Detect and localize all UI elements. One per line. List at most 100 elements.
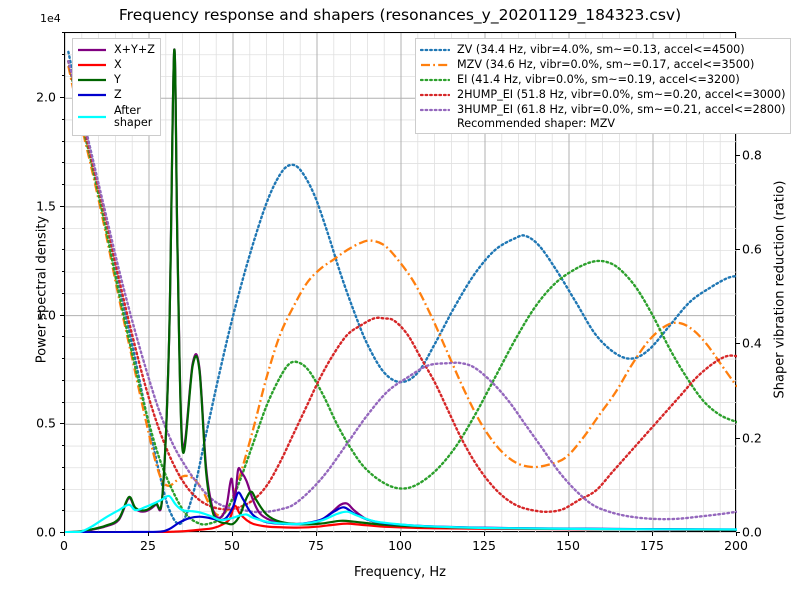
y-tick-mark-right (736, 248, 740, 250)
legend-line-swatch-icon (77, 43, 107, 57)
y-axis-label-left: Power spectral density (34, 215, 50, 364)
x-tick-label: 125 (472, 538, 496, 553)
y-minor-tick-left (62, 445, 64, 447)
y-tick-label-left: 1.5 (36, 198, 56, 214)
legend-item-psd[interactable]: Z (77, 87, 155, 102)
y-minor-tick-left (62, 53, 64, 55)
legend-label: EI (41.4 Hz, vibr=0.0%, sm~=0.19, accel<… (457, 72, 740, 86)
legend-shapers: ZV (34.4 Hz, vibr=4.0%, sm~=0.13, accel<… (415, 38, 792, 134)
x-tick-mark (232, 532, 233, 536)
x-tick-mark (64, 532, 65, 536)
legend-line-swatch-icon (420, 73, 450, 87)
y-tick-label-left: 1.0 (36, 307, 56, 323)
legend-item-shaper[interactable]: 2HUMP_EI (51.8 Hz, vibr=0.0%, sm~=0.20, … (420, 87, 785, 102)
x-tick-mark (400, 532, 401, 536)
x-tick-label: 150 (556, 538, 580, 553)
y-tick-label-left: 0.5 (36, 415, 56, 431)
legend-line-swatch-icon (420, 88, 450, 102)
legend-item-psd[interactable]: X (77, 57, 155, 72)
x-tick-label: 50 (224, 538, 240, 553)
y-tick-mark-left (60, 97, 64, 99)
y-tick-label-right: 0.8 (742, 147, 762, 163)
y-tick-mark-right (736, 343, 740, 345)
x-tick-mark (148, 532, 149, 536)
legend-label: Z (114, 87, 122, 101)
x-tick-mark (568, 532, 569, 536)
legend-line-swatch-icon (420, 58, 450, 72)
y-minor-tick-left (62, 466, 64, 468)
y-tick-mark-right (736, 532, 740, 533)
y-tick-label-left: 0.0 (36, 524, 56, 540)
x-tick-label: 100 (388, 538, 412, 553)
legend-line-swatch-icon (77, 110, 107, 124)
x-tick-label: 25 (140, 538, 156, 553)
y-minor-tick-left (62, 510, 64, 512)
legend-item-psd[interactable]: Y (77, 72, 155, 87)
y-tick-mark-left (60, 532, 64, 533)
series-after-shaper (65, 494, 737, 533)
y-tick-mark-left (60, 205, 64, 207)
y-tick-label-right: 0.4 (742, 335, 762, 351)
legend-item-shaper[interactable]: 3HUMP_EI (61.8 Hz, vibr=0.0%, sm~=0.21, … (420, 102, 785, 117)
y-minor-tick-left (62, 140, 64, 142)
y-minor-tick-left (62, 271, 64, 273)
data-layer (65, 48, 737, 533)
legend-label: X (114, 57, 122, 71)
x-tick-mark (316, 532, 317, 536)
y-minor-tick-left (62, 75, 64, 77)
y-tick-label-left: 2.0 (36, 89, 56, 105)
y-minor-tick-left (62, 32, 64, 33)
y-tick-mark-left (60, 314, 64, 316)
y-minor-tick-left (62, 401, 64, 403)
y-minor-tick-left (62, 227, 64, 229)
y-tick-label-right: 0.6 (742, 241, 762, 257)
x-tick-mark (652, 532, 653, 536)
legend-line-swatch-icon (420, 103, 450, 117)
x-tick-label: 175 (640, 538, 664, 553)
series-3hump_ei (67, 60, 737, 521)
legend-item-shaper[interactable]: EI (41.4 Hz, vibr=0.0%, sm~=0.19, accel<… (420, 72, 785, 87)
y-axis-label-right: Shaper vibration reduction (ratio) (772, 180, 788, 399)
y-tick-mark-right (736, 437, 740, 439)
y-minor-tick-left (62, 249, 64, 251)
y-axis-offset-label: 1e4 (40, 12, 61, 25)
series-y (65, 48, 737, 533)
y-minor-tick-left (62, 488, 64, 490)
legend-line-swatch-icon (77, 58, 107, 72)
y-minor-tick-left (62, 162, 64, 164)
series-x (65, 504, 737, 533)
y-minor-tick-left (62, 118, 64, 120)
legend-label: X+Y+Z (114, 42, 155, 56)
x-tick-label: 0 (60, 538, 68, 553)
series-2hump_ei (67, 60, 737, 513)
legend-label: MZV (34.6 Hz, vibr=0.0%, sm~=0.17, accel… (457, 57, 755, 71)
y-minor-tick-left (62, 184, 64, 186)
legend-item-psd[interactable]: X+Y+Z (77, 42, 155, 57)
series-mzv (67, 65, 737, 517)
recommended-shaper-note: Recommended shaper: MZV (457, 117, 616, 130)
legend-line-swatch-icon (420, 43, 450, 57)
legend-item-psd[interactable]: After shaper (77, 102, 155, 132)
legend-psd: X+Y+Z X Y Z After shaper (72, 38, 161, 136)
series-ei (67, 60, 737, 526)
y-tick-mark-left (60, 423, 64, 425)
x-axis-label: Frequency, Hz (353, 565, 447, 580)
legend-label: After shaper (114, 104, 153, 129)
y-tick-label-right: 0.0 (742, 524, 762, 540)
legend-item-shaper[interactable]: ZV (34.4 Hz, vibr=4.0%, sm~=0.13, accel<… (420, 42, 785, 57)
y-tick-mark-right (736, 154, 740, 156)
y-minor-tick-left (62, 292, 64, 294)
y-minor-tick-left (62, 336, 64, 338)
legend-line-swatch-icon (77, 73, 107, 87)
x-tick-mark (736, 532, 737, 536)
legend-label: Y (114, 72, 121, 86)
chart-title: Frequency response and shapers (resonanc… (118, 6, 682, 24)
x-tick-mark (484, 532, 485, 536)
y-minor-tick-left (62, 379, 64, 381)
legend-line-swatch-icon (77, 88, 107, 102)
legend-label: 2HUMP_EI (51.8 Hz, vibr=0.0%, sm~=0.20, … (457, 87, 786, 101)
legend-label: 3HUMP_EI (61.8 Hz, vibr=0.0%, sm~=0.21, … (457, 102, 786, 116)
legend-item-shaper[interactable]: MZV (34.6 Hz, vibr=0.0%, sm~=0.17, accel… (420, 57, 785, 72)
y-minor-tick-left (62, 358, 64, 360)
